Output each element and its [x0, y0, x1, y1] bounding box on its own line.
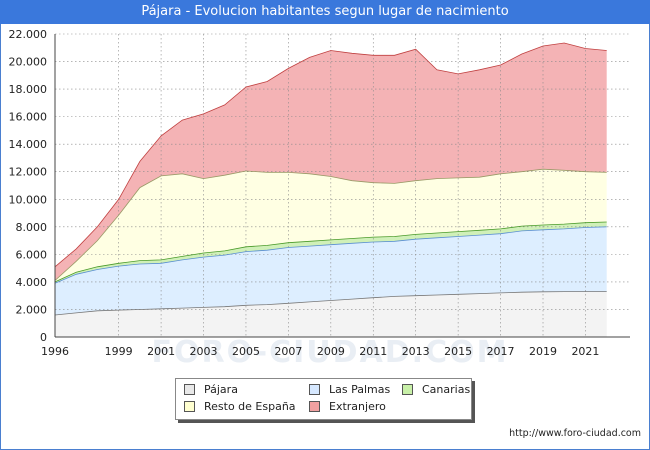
- watermark-logo: FORO-CIUDAD.COM: [151, 335, 509, 370]
- chart-legend: Pájara Las Palmas Canarias Resto de Espa…: [175, 378, 472, 420]
- legend-swatch-las-palmas: [309, 383, 320, 395]
- x-tick-label: 2005: [232, 345, 260, 358]
- legend-item-canarias: Canarias: [402, 383, 470, 397]
- y-tick-label: 12.000: [9, 166, 48, 179]
- legend-label-resto-espana: Resto de España: [204, 400, 296, 413]
- y-tick-label: 22.000: [9, 28, 48, 41]
- footer-url: http://www.foro-ciudad.com: [509, 428, 641, 439]
- legend-item-las-palmas: Las Palmas: [309, 383, 390, 397]
- x-tick-label: 2013: [402, 345, 430, 358]
- y-tick-label: 20.000: [9, 56, 48, 69]
- series-line-resto-de-espana: [54, 168, 607, 281]
- chart-title: Pájara - Evolucion habitantes segun luga…: [0, 0, 650, 24]
- y-tick-label: 16.000: [9, 111, 48, 124]
- y-tick-label: 6.000: [16, 248, 48, 261]
- series-line-extranjero: [54, 42, 607, 268]
- x-tick-label: 2007: [274, 345, 302, 358]
- legend-swatch-extranjero: [309, 400, 320, 412]
- x-tick-label: 1996: [41, 345, 69, 358]
- x-tick-label: 2003: [190, 345, 218, 358]
- area-canarias: [55, 222, 607, 284]
- x-tick-label: 2015: [444, 345, 472, 358]
- x-tick-label: 2009: [317, 345, 345, 358]
- series-line-canarias: [54, 221, 607, 283]
- legend-label-extranjero: Extranjero: [329, 400, 386, 413]
- y-tick-label: 10.000: [9, 193, 48, 206]
- legend-swatch-pajara: [184, 383, 195, 395]
- area-extranjero: [55, 43, 607, 281]
- legend-item-extranjero: Extranjero: [309, 400, 386, 414]
- series-line-las-palmas: [54, 226, 607, 284]
- legend-item-resto-espana: Resto de España: [184, 400, 296, 414]
- legend-label-canarias: Canarias: [422, 383, 471, 396]
- y-tick-label: 18.000: [9, 83, 48, 96]
- x-tick-label: 2017: [487, 345, 515, 358]
- series-line-pajara: [54, 291, 607, 316]
- legend-label-pajara: Pájara: [204, 383, 238, 396]
- y-tick-label: 0: [40, 331, 47, 344]
- y-tick-label: 2.000: [16, 303, 48, 316]
- legend-item-pajara: Pájara: [184, 383, 238, 397]
- area-resto-de-espana: [55, 169, 607, 282]
- x-tick-label: 2011: [359, 345, 387, 358]
- x-tick-label: 2001: [147, 345, 175, 358]
- legend-label-las-palmas: Las Palmas: [329, 383, 391, 396]
- y-tick-label: 14.000: [9, 138, 48, 151]
- x-tick-label: 2021: [571, 345, 599, 358]
- legend-swatch-resto-espana: [184, 400, 195, 412]
- legend-swatch-canarias: [402, 383, 413, 395]
- y-tick-label: 4.000: [16, 276, 48, 289]
- x-tick-label: 2019: [529, 345, 557, 358]
- x-tick-label: 1999: [105, 345, 133, 358]
- y-tick-label: 8.000: [16, 221, 48, 234]
